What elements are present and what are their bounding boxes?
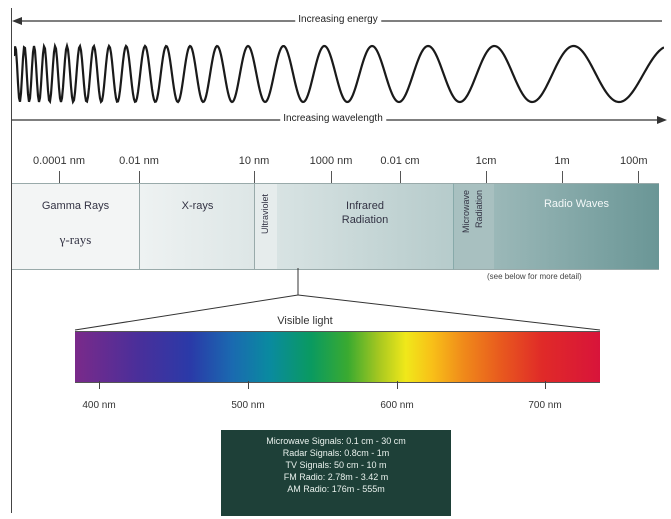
wave-graphic: [14, 40, 664, 108]
scale-tick: [59, 171, 60, 183]
wavelength-label: Increasing wavelength: [280, 113, 386, 124]
scale-tick: [486, 171, 487, 183]
energy-label: Increasing energy: [295, 14, 381, 25]
band-gamma: Gamma Rays γ-rays: [12, 183, 139, 270]
scale-tick: [562, 171, 563, 183]
legend-line: AM Radio: 176m - 555m: [229, 483, 443, 495]
legend-line: Radar Signals: 0.8cm - 1m: [229, 447, 443, 459]
scale-tick-label: 0.01 nm: [119, 155, 159, 167]
visible-tick-label: 600 nm: [380, 400, 413, 411]
band-gamma-symbol: γ-rays: [12, 233, 139, 247]
band-radio-label: Radio Waves: [494, 197, 659, 211]
band-infrared-label-2: Radiation: [277, 213, 453, 227]
band-xray-label: X-rays: [140, 199, 255, 213]
legend-line: FM Radio: 2.78m - 3.42 m: [229, 471, 443, 483]
visible-spectrum-bar: [75, 331, 600, 383]
scale-tick: [254, 171, 255, 183]
band-uv-label: Ultraviolet: [260, 194, 270, 234]
band-radio: Radio Waves: [494, 183, 659, 270]
band-xray: X-rays: [139, 183, 255, 270]
visible-tick-label: 700 nm: [528, 400, 561, 411]
band-uv: Ultraviolet: [254, 183, 278, 270]
scale-tick-label: 0.01 cm: [380, 155, 419, 167]
band-microwave-label-1: Microwave: [461, 190, 471, 233]
band-infrared-label-1: Infrared: [277, 199, 453, 213]
legend-line: TV Signals: 50 cm - 10 m: [229, 459, 443, 471]
scale-tick: [331, 171, 332, 183]
scale-tick-label: 1cm: [476, 155, 497, 167]
band-microwave: Microwave Radiation: [453, 183, 495, 270]
band-gamma-label: Gamma Rays: [12, 199, 139, 213]
visible-light-title: Visible light: [277, 315, 332, 327]
signal-legend-box: Microwave Signals: 0.1 cm - 30 cm Radar …: [221, 430, 451, 516]
scale-tick: [400, 171, 401, 183]
visible-tick-label: 500 nm: [231, 400, 264, 411]
band-microwave-label-2: Radiation: [474, 190, 484, 228]
visible-tick: [99, 381, 100, 389]
visible-tick: [248, 381, 249, 389]
scale-tick: [139, 171, 140, 183]
band-infrared: Infrared Radiation: [277, 183, 453, 270]
visible-tick: [397, 381, 398, 389]
scale-tick-label: 1000 nm: [310, 155, 353, 167]
scale-tick-label: 1m: [554, 155, 569, 167]
scale-tick: [638, 171, 639, 183]
visible-pointer: [0, 268, 671, 338]
scale-tick-label: 100m: [620, 155, 648, 167]
visible-tick: [545, 381, 546, 389]
legend-line: Microwave Signals: 0.1 cm - 30 cm: [229, 435, 443, 447]
visible-tick-label: 400 nm: [82, 400, 115, 411]
scale-tick-label: 0.0001 nm: [33, 155, 85, 167]
scale-tick-label: 10 nm: [239, 155, 270, 167]
